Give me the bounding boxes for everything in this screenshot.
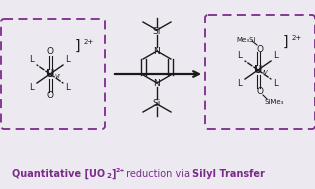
Text: SiMe₃: SiMe₃ xyxy=(264,99,284,105)
Text: ]: ] xyxy=(282,35,288,49)
Text: 2+: 2+ xyxy=(84,39,94,45)
Text: U: U xyxy=(254,65,262,75)
Text: ]: ] xyxy=(74,39,80,53)
Text: L: L xyxy=(66,84,70,92)
Text: L: L xyxy=(238,80,242,88)
Text: L: L xyxy=(238,51,242,60)
Text: Quantitative [UO: Quantitative [UO xyxy=(12,169,105,179)
Text: O: O xyxy=(256,87,264,95)
Text: VI: VI xyxy=(54,74,60,78)
Text: O: O xyxy=(47,91,54,101)
Text: 2+: 2+ xyxy=(116,169,126,174)
Text: L: L xyxy=(274,80,278,88)
Text: O: O xyxy=(256,44,264,53)
Text: Silyl Transfer: Silyl Transfer xyxy=(192,169,265,179)
Text: L: L xyxy=(274,51,278,60)
Text: Si: Si xyxy=(153,98,161,108)
Text: U: U xyxy=(46,69,54,79)
Text: L: L xyxy=(66,56,70,64)
Text: O: O xyxy=(47,47,54,57)
Text: 2: 2 xyxy=(106,174,111,180)
Text: IV: IV xyxy=(262,70,268,74)
Text: Me₃Si: Me₃Si xyxy=(236,37,256,43)
Text: 2+: 2+ xyxy=(292,35,302,41)
Text: ]: ] xyxy=(111,169,116,179)
Text: N: N xyxy=(154,78,160,88)
Text: L: L xyxy=(30,56,34,64)
Text: Si: Si xyxy=(153,26,161,36)
Text: N: N xyxy=(154,46,160,56)
Text: L: L xyxy=(30,84,34,92)
Text: reduction via: reduction via xyxy=(123,169,193,179)
